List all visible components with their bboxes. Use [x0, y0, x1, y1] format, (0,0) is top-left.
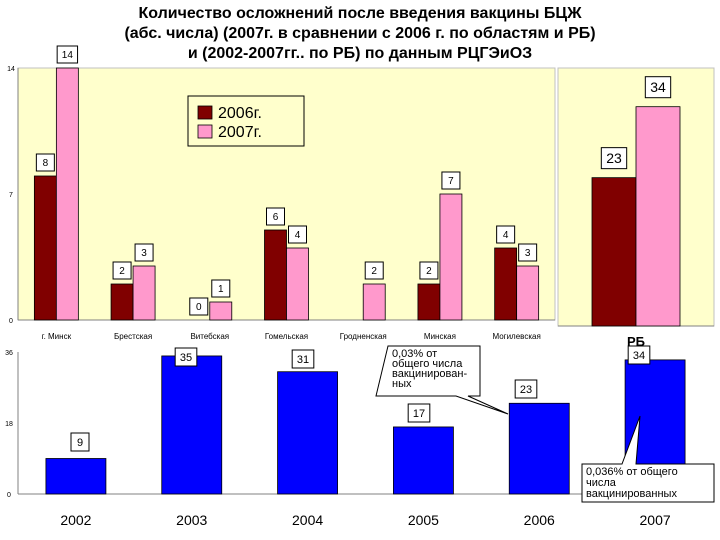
regions-value-label-1-6-box — [518, 243, 538, 262]
annotation-2-text: 0,036% от общего числа вакцинированных — [586, 466, 678, 500]
years-value-label-2-box — [291, 349, 315, 369]
years-bar-2004 — [277, 371, 338, 495]
regions-value-label-0-0: 8 — [43, 158, 49, 169]
regions-y-tick-0: 0 — [9, 318, 13, 325]
regions-value-label-0-5: 2 — [426, 266, 432, 277]
years-value-label-0: 9 — [77, 437, 83, 449]
years-value-label-5-box — [627, 345, 651, 365]
regions-bar-2007-0 — [55, 67, 79, 321]
regions-x-tick-4: Гродненская — [340, 332, 387, 341]
regions-value-label-0-5-box — [419, 261, 439, 280]
years-value-label-1-box — [174, 347, 198, 367]
rb-value-label-0: 23 — [606, 150, 622, 166]
regions-value-label-1-3: 4 — [295, 230, 301, 241]
regions-x-tick-3: Гомельская — [265, 332, 308, 341]
regions-bar-2006-1 — [110, 283, 134, 321]
years-x-tick-3: 2005 — [408, 512, 439, 528]
years-bar-2003 — [161, 355, 223, 495]
regions-x-tick-5: Минская — [424, 332, 456, 341]
rb-bar-2007 — [635, 106, 681, 327]
years-value-label-3-box — [407, 403, 431, 423]
regions-bar-2006-3 — [264, 229, 287, 321]
annotation-2-callout — [581, 415, 715, 503]
years-y-tick-2: 36 — [5, 350, 13, 357]
rb-value-label-0-box — [600, 147, 628, 170]
years-value-label-2: 31 — [297, 354, 309, 366]
regions-value-label-1-3-box — [288, 225, 307, 244]
years-value-label-0-box — [70, 432, 90, 452]
years-x-tick-4: 2006 — [524, 512, 555, 528]
regions-y-tick-2: 14 — [7, 66, 15, 73]
regions-x-tick-2: Витебская — [190, 332, 229, 341]
regions-bar-2007-2 — [209, 301, 233, 321]
years-value-label-5: 34 — [633, 350, 645, 362]
legend-swatch-0 — [197, 105, 213, 120]
title-line-2: (абс. числа) (2007г. в сравнении с 2006 … — [124, 25, 596, 42]
regions-bar-2007-6 — [516, 265, 540, 321]
regions-value-label-1-6: 3 — [525, 248, 531, 259]
regions-x-tick-6: Могилевская — [492, 332, 540, 341]
regions-x-tick-1: Брестская — [114, 332, 152, 341]
legend-swatch-1 — [197, 124, 213, 139]
regions-value-label-1-4: 2 — [371, 266, 377, 277]
regions-value-label-0-3: 6 — [273, 212, 279, 223]
years-bar-2002 — [45, 458, 107, 495]
regions-value-label-0-0-box — [35, 153, 55, 172]
regions-value-label-1-5-box — [441, 171, 461, 190]
regions-value-label-1-0: 14 — [62, 50, 74, 61]
years-bar-2005 — [393, 426, 454, 495]
chart-title: Количество осложнений после введения вак… — [0, 4, 720, 64]
years-x-tick-5: 2007 — [640, 512, 671, 528]
annotation-1-callout — [375, 345, 509, 415]
years-value-label-4-box — [514, 379, 538, 399]
regions-bar-2006-0 — [33, 175, 57, 321]
title-line-3: и (2002-2007гг.. по РБ) по данным РЦГЭиО… — [187, 45, 533, 62]
regions-bar-2006-5 — [417, 283, 441, 321]
years-y-tick-1: 18 — [5, 421, 13, 428]
regions-value-label-0-1-box — [112, 261, 132, 280]
title-line-1: Количество осложнений после введения вак… — [138, 5, 582, 22]
rb-x-tick-0: РБ — [627, 334, 645, 349]
rb-bar-2006 — [591, 177, 637, 327]
regions-value-label-1-5: 7 — [448, 176, 454, 187]
regions-value-label-1-2-box — [211, 279, 231, 298]
regions-value-label-0-3-box — [266, 207, 285, 226]
annotation-1-text: 0,03% от общего числа вакцинирован-ных — [392, 348, 467, 390]
regions-bar-2007-1 — [132, 265, 156, 321]
years-y-tick-0: 0 — [7, 492, 11, 499]
regions-value-label-0-6-box — [496, 225, 516, 244]
years-x-tick-0: 2002 — [60, 512, 91, 528]
regions-value-label-1-1: 3 — [141, 248, 147, 259]
legend-label-0: 2006г. — [218, 105, 262, 122]
regions-bar-2007-5 — [439, 193, 463, 321]
rb-value-label-1-box — [644, 76, 672, 99]
years-value-label-4: 23 — [520, 384, 532, 396]
regions-value-label-0-2: 0 — [196, 302, 202, 313]
regions-value-label-0-6: 4 — [503, 230, 509, 241]
regions-bar-2006-6 — [494, 247, 518, 321]
regions-bar-2007-4 — [362, 283, 386, 321]
regions-value-label-1-4-box — [364, 261, 384, 280]
regions-value-label-1-0-box — [56, 45, 79, 64]
years-value-label-3: 17 — [413, 408, 425, 420]
regions-y-tick-1: 7 — [9, 192, 13, 199]
rb-value-label-1: 34 — [650, 79, 666, 95]
years-value-label-1: 35 — [180, 352, 192, 364]
regions-value-label-0-1: 2 — [119, 266, 125, 277]
years-x-tick-2: 2004 — [292, 512, 323, 528]
regions-value-label-1-1-box — [134, 243, 154, 262]
regions-value-label-1-2: 1 — [218, 284, 224, 295]
years-bar-2006 — [508, 402, 570, 495]
regions-value-label-0-2-box — [189, 297, 209, 316]
years-x-tick-1: 2003 — [176, 512, 207, 528]
regions-bar-2007-3 — [286, 247, 309, 321]
regions-x-tick-0: г. Минск — [42, 332, 72, 341]
legend-label-1: 2007г. — [218, 124, 262, 141]
